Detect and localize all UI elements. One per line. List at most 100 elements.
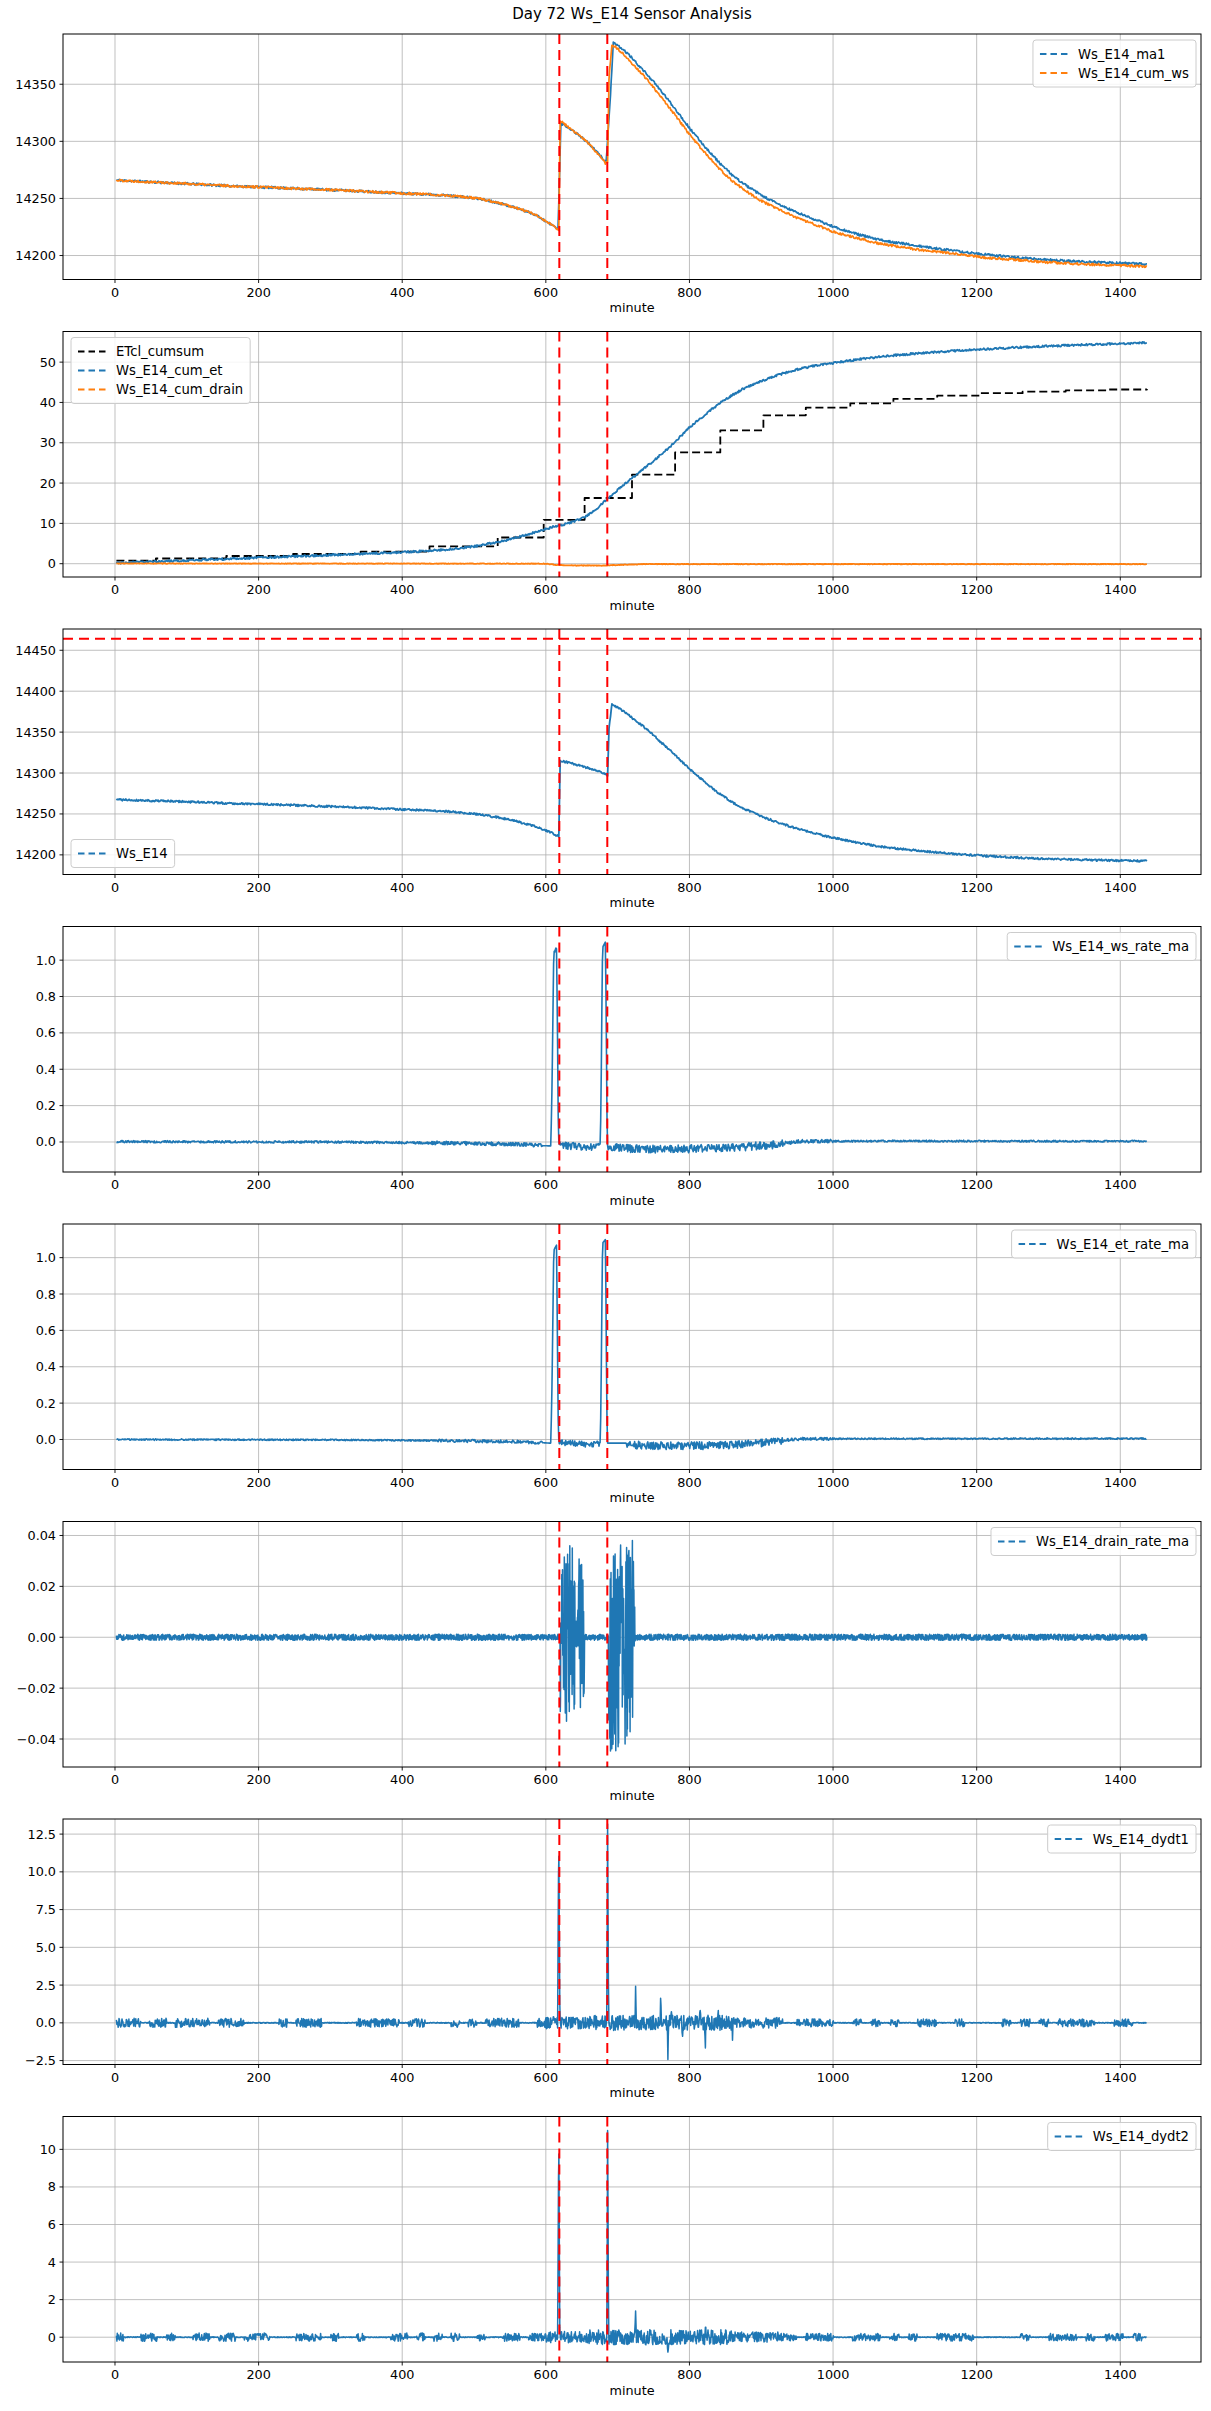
tick-label-y: 6 [48,2217,56,2232]
tick-label-y: 14250 [15,806,56,821]
series-Ws_E14_cum_ws [116,45,1147,267]
legend: Ws_E14_dydt2 [1048,2123,1196,2151]
tick-label-x: 200 [246,285,270,300]
tick-label-x: 200 [246,880,270,895]
tick-label-x: 1400 [1104,880,1137,895]
tick-label-x: 1000 [817,880,850,895]
tick-label-x: 1000 [817,582,850,597]
legend-label: Ws_E14_cum_ws [1078,66,1189,81]
x-axis-label: minute [609,300,654,315]
tick-label-y: 0.4 [36,1359,56,1374]
tick-label-x: 1400 [1104,2367,1137,2382]
tick-label-x: 1000 [817,2367,850,2382]
x-axis-label: minute [609,598,654,613]
subplot-raw-ws: 0200400600800100012001400142001425014300… [15,629,1201,910]
legend-label: ETcl_cumsum [116,344,204,359]
tick-label-x: 400 [390,1475,414,1490]
legend-label: Ws_E14_et_rate_ma [1057,1237,1189,1252]
tick-label-x: 400 [390,285,414,300]
tick-label-y: 0.2 [36,1396,56,1411]
legend-label: Ws_E14_cum_et [116,363,223,378]
tick-label-y: 0.6 [36,1323,56,1338]
legend: Ws_E14_ws_rate_ma [1007,933,1196,961]
legend-label: Ws_E14_drain_rate_ma [1036,1534,1189,1549]
tick-label-x: 200 [246,582,270,597]
tick-label-y: 14350 [15,725,56,740]
subplot-dydt1: 0200400600800100012001400−2.50.02.55.07.… [25,1819,1201,2100]
tick-label-y: −0.04 [17,1732,56,1747]
tick-label-y: 0.2 [36,1098,56,1113]
tick-label-y: 1.0 [36,1250,56,1265]
series-Ws_E14_ws_rate_ma [116,942,1146,1153]
tick-label-x: 0 [111,1475,119,1490]
x-axis-label: minute [609,2085,654,2100]
legend-label: Ws_E14_dydt2 [1093,2129,1189,2144]
series-Ws_E14_et_rate_ma [116,1240,1146,1450]
x-axis-label: minute [609,1193,654,1208]
legend: Ws_E14_drain_rate_ma [991,1528,1196,1556]
tick-label-x: 1200 [960,2070,993,2085]
axes-frame [63,1819,1201,2065]
tick-label-y: −0.02 [17,1681,56,1696]
tick-label-x: 1200 [960,285,993,300]
series-Ws_E14_cum_drain [116,563,1147,566]
subplot-et-rate: 02004006008001000120014000.00.20.40.60.8… [36,1224,1201,1505]
tick-label-y: 0.4 [36,1062,56,1077]
tick-label-y: 0.8 [36,1287,56,1302]
tick-label-x: 1200 [960,2367,993,2382]
x-axis-label: minute [609,2383,654,2398]
x-axis-label: minute [609,1490,654,1505]
tick-label-y: 14450 [15,643,56,658]
tick-label-x: 800 [677,880,701,895]
tick-label-x: 400 [390,582,414,597]
tick-label-y: 14250 [15,191,56,206]
tick-label-x: 800 [677,582,701,597]
tick-label-x: 600 [534,285,558,300]
tick-label-x: 1400 [1104,285,1137,300]
tick-label-y: 14400 [15,684,56,699]
tick-label-y: 2 [48,2292,56,2307]
tick-label-y: 0.0 [36,1134,56,1149]
tick-label-x: 1000 [817,1475,850,1490]
tick-label-x: 600 [534,880,558,895]
tick-label-x: 0 [111,582,119,597]
tick-label-x: 600 [534,1177,558,1192]
tick-label-x: 0 [111,285,119,300]
tick-label-y: 0.04 [28,1528,57,1543]
tick-label-y: 20 [40,476,56,491]
tick-label-x: 1400 [1104,1177,1137,1192]
axes-frame [63,34,1201,280]
tick-label-y: 14200 [15,847,56,862]
tick-label-x: 1000 [817,1772,850,1787]
tick-label-y: 14300 [15,134,56,149]
tick-label-y: 0.0 [36,1432,56,1447]
x-axis-label: minute [609,895,654,910]
tick-label-y: 2.5 [36,1978,56,1993]
tick-label-y: 0 [48,556,56,571]
axes-frame [63,629,1201,875]
tick-label-x: 200 [246,1772,270,1787]
tick-label-x: 200 [246,2070,270,2085]
tick-label-x: 200 [246,1177,270,1192]
x-axis-label: minute [609,1788,654,1803]
subplot-cumulative: 020040060080010001200140001020304050minu… [40,332,1201,613]
tick-label-y: 40 [40,395,56,410]
series-Ws_E14_cum_et [116,342,1147,564]
tick-label-x: 400 [390,1772,414,1787]
tick-label-x: 800 [677,1475,701,1490]
tick-label-x: 1200 [960,1177,993,1192]
sensor-analysis-figure: Day 72 Ws_E14 Sensor Analysis 0200400600… [0,0,1211,2411]
tick-label-x: 400 [390,2367,414,2382]
tick-label-x: 1200 [960,1475,993,1490]
legend-label: Ws_E14_dydt1 [1093,1832,1189,1847]
tick-label-y: −2.5 [25,2053,56,2068]
tick-label-x: 0 [111,2070,119,2085]
subplot-dydt2: 02004006008001000120014000246810minuteWs… [40,2117,1201,2398]
tick-label-y: 4 [48,2255,56,2270]
tick-label-x: 800 [677,2070,701,2085]
legend: Ws_E14_et_rate_ma [1012,1230,1196,1258]
tick-label-x: 1200 [960,582,993,597]
legend: ETcl_cumsumWs_E14_cum_etWs_E14_cum_drain [71,338,250,404]
tick-label-x: 1200 [960,1772,993,1787]
tick-label-x: 600 [534,2367,558,2382]
